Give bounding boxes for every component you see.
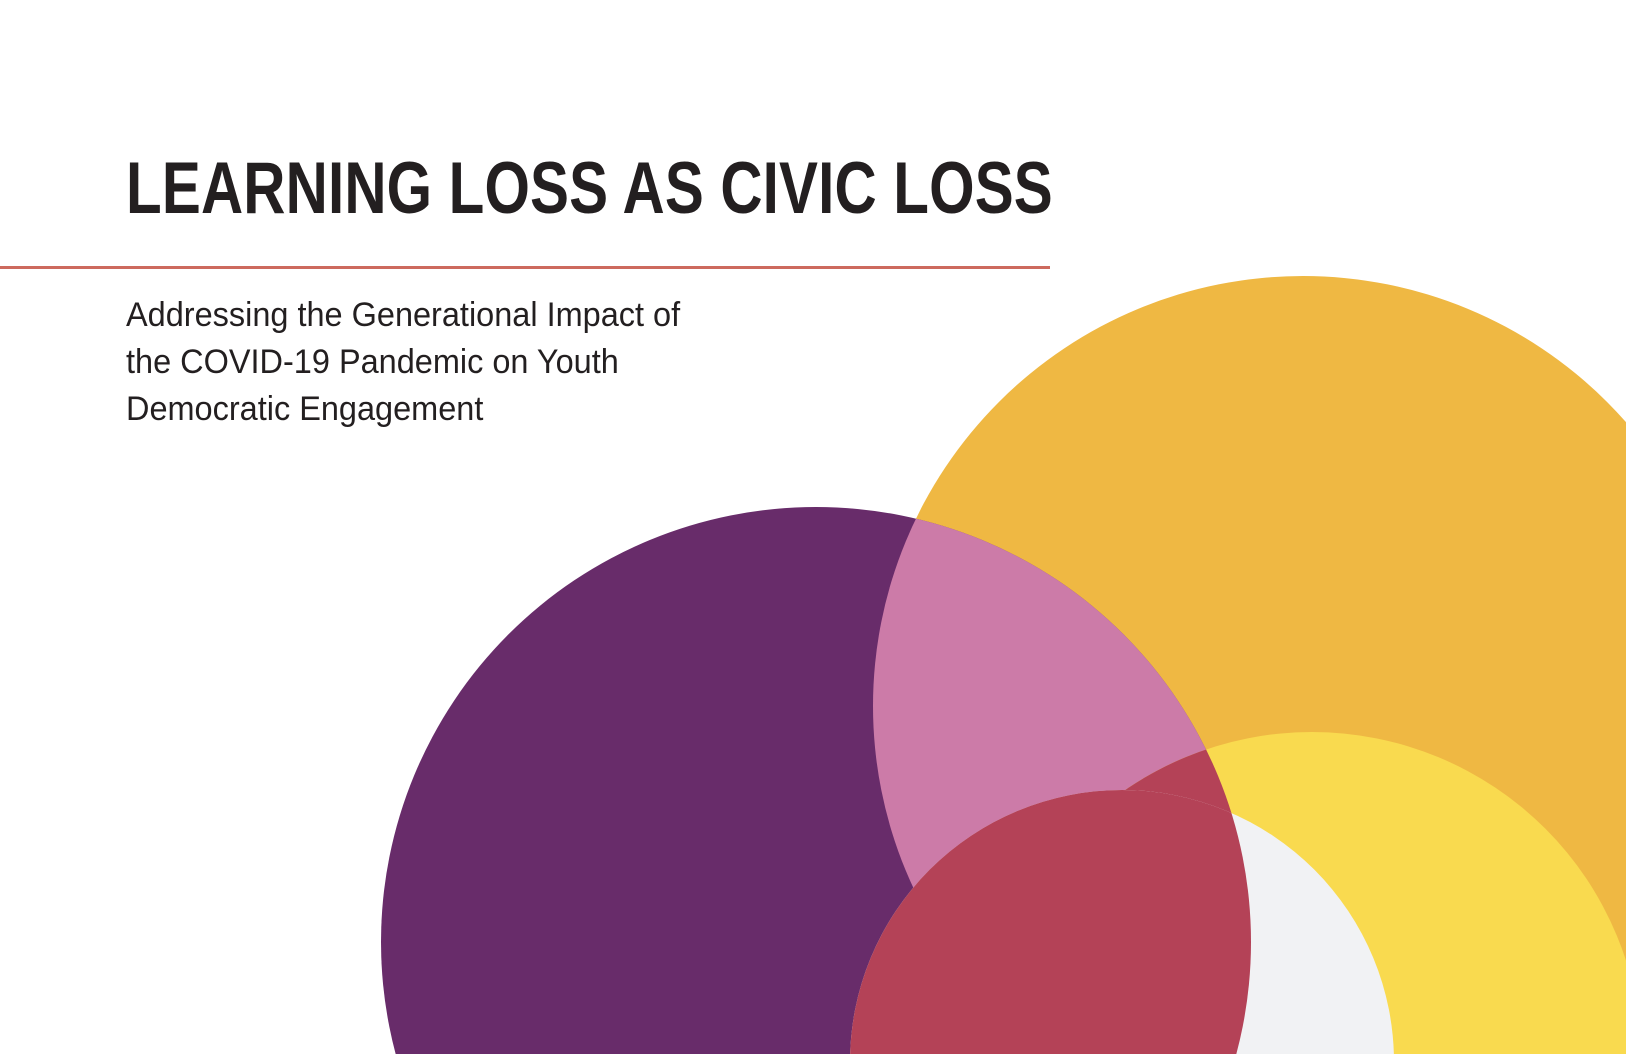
white-lens-circle [850,790,1394,1054]
page-title: LEARNING LOSS AS CIVIC LOSS [126,148,1053,229]
gold-circle [873,276,1626,1054]
yellow-circle [982,732,1626,1054]
purple-gold-overlap [873,507,1251,1054]
subtitle-line-3: Democratic Engagement [126,390,484,428]
page-subtitle: Addressing the Generational Impact of th… [126,292,795,433]
subtitle-line-2: the COVID-19 Pandemic on Youth [126,343,619,381]
title-divider-rule [0,266,1050,269]
purple-circle [381,507,1251,1054]
subtitle-line-1: Addressing the Generational Impact of [126,296,681,334]
purple-yellow-overlap [982,732,1251,1054]
